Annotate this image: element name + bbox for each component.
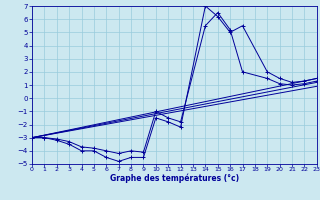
X-axis label: Graphe des températures (°c): Graphe des températures (°c) xyxy=(110,174,239,183)
